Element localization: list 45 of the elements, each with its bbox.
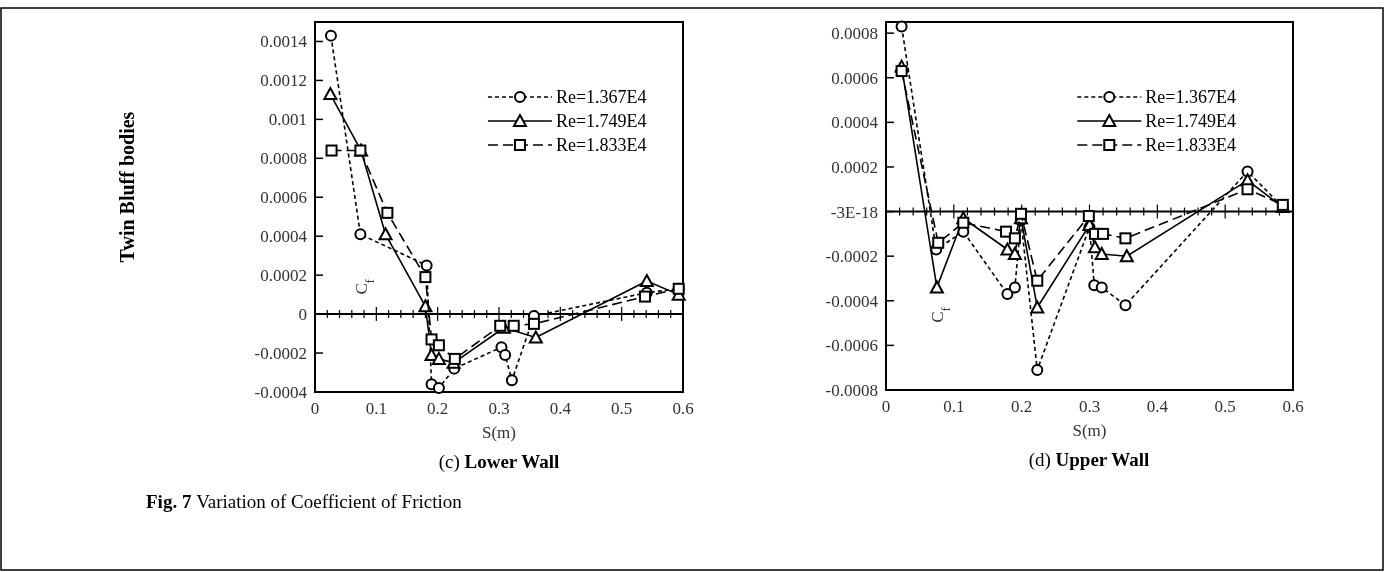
text: Twin Bluff bodies <box>116 111 138 263</box>
y-tick-label: 0.0006 <box>831 68 878 88</box>
y-tick-label: 0.0006 <box>260 188 307 208</box>
y-tick-label: 0 <box>298 305 307 325</box>
y-tick-label: 0.0002 <box>831 157 878 177</box>
x-tick-label: 0.3 <box>1078 397 1101 416</box>
x-tick-label: 0.2 <box>427 399 449 418</box>
y-tick-label: 0.0008 <box>831 24 878 44</box>
text: (c) Lower Wall <box>438 451 560 473</box>
y-tick-label: -0.0004 <box>825 291 879 311</box>
x-tick-label: 0.4 <box>549 399 572 418</box>
y-tick-label: -0.0008 <box>825 380 878 400</box>
y-tick-label: 0.001 <box>268 110 307 130</box>
x-tick-label: 0.6 <box>672 399 694 418</box>
x-tick-label: 0.1 <box>943 397 965 416</box>
x-axis-title: S(m) <box>1072 421 1107 440</box>
y-tick-label: 0.0002 <box>260 266 307 286</box>
x-axis-title: S(m) <box>482 423 516 442</box>
legend-label: Re=1.749E4 <box>1145 111 1236 132</box>
x-tick-label: 0 <box>881 397 891 416</box>
text: (d) Upper Wall <box>1028 449 1150 471</box>
legend-label: Re=1.367E4 <box>1145 87 1236 108</box>
y-tick-label: -0.0006 <box>825 336 878 356</box>
x-tick-label: 0 <box>310 399 320 418</box>
y-tick-label: -3E-18 <box>830 202 878 222</box>
x-tick-label: 0.4 <box>1146 397 1169 416</box>
legend-label: Re=1.749E4 <box>555 111 647 132</box>
y-tick-label: 0.0004 <box>260 227 308 247</box>
caption: Fig. 7 Variation of Coefficient of Friction <box>146 491 463 512</box>
legend-label: Re=1.367E4 <box>555 87 647 108</box>
y-tick-label: 0.0008 <box>260 149 307 169</box>
x-tick-label: 0.3 <box>488 399 510 418</box>
y-tick-label: 0.0004 <box>831 113 879 133</box>
y-tick-label: -0.0004 <box>254 382 308 402</box>
x-tick-label: 0.6 <box>1282 397 1304 416</box>
x-tick-label: 0.2 <box>1011 397 1033 416</box>
y-tick-label: -0.0002 <box>825 247 878 267</box>
y-tick-label: 0.0012 <box>260 71 307 91</box>
y-tick-label: -0.0002 <box>254 344 307 363</box>
x-tick-label: 0.5 <box>611 399 633 418</box>
x-tick-label: 0.1 <box>365 399 387 418</box>
x-tick-label: 0.5 <box>1214 397 1236 416</box>
legend-label: Re=1.833E4 <box>1145 135 1236 156</box>
legend-label: Re=1.833E4 <box>555 135 647 156</box>
y-tick-label: 0.0014 <box>260 32 308 52</box>
